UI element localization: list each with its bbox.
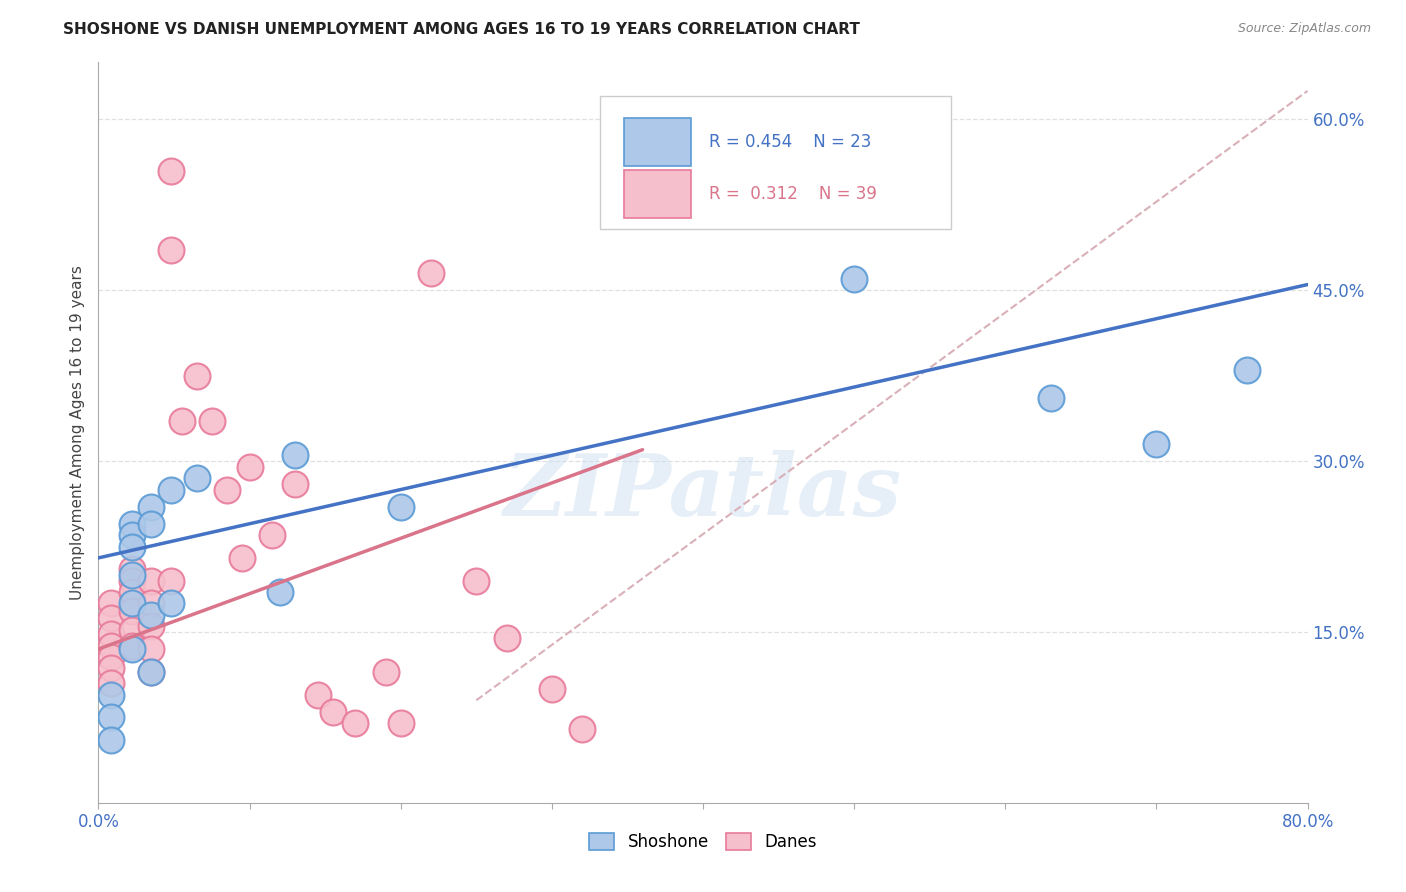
Point	[121, 604, 143, 618]
Point	[1039, 392, 1062, 406]
Bar	[624, 118, 690, 166]
Point	[374, 665, 396, 679]
Text: ZIPatlas: ZIPatlas	[503, 450, 903, 533]
Legend: Shoshone, Danes: Shoshone, Danes	[583, 826, 823, 857]
Point	[495, 631, 517, 645]
Point	[160, 244, 183, 258]
Point	[284, 449, 307, 463]
Point	[239, 459, 262, 474]
Point	[100, 650, 122, 665]
Point	[284, 476, 307, 491]
Point	[100, 733, 122, 747]
Point	[100, 688, 122, 702]
Point	[201, 414, 224, 428]
Text: SHOSHONE VS DANISH UNEMPLOYMENT AMONG AGES 16 TO 19 YEARS CORRELATION CHART: SHOSHONE VS DANISH UNEMPLOYMENT AMONG AG…	[63, 22, 860, 37]
Point	[160, 483, 183, 497]
FancyBboxPatch shape	[600, 95, 950, 229]
Point	[571, 722, 593, 736]
Point	[141, 516, 163, 531]
Point	[141, 642, 163, 657]
Point	[465, 574, 488, 588]
Point	[141, 597, 163, 611]
Point	[540, 681, 562, 696]
Point	[121, 623, 143, 637]
Point	[121, 540, 143, 554]
Point	[160, 163, 183, 178]
Point	[121, 516, 143, 531]
Point	[121, 574, 143, 588]
Point	[121, 642, 143, 657]
Point	[269, 585, 291, 599]
Point	[121, 528, 143, 542]
Text: R = 0.454    N = 23: R = 0.454 N = 23	[709, 134, 872, 152]
Point	[160, 597, 183, 611]
Point	[322, 705, 344, 719]
Point	[186, 471, 208, 485]
Point	[262, 528, 284, 542]
Point	[100, 676, 122, 690]
Text: R =  0.312    N = 39: R = 0.312 N = 39	[709, 186, 877, 203]
Point	[307, 688, 329, 702]
Y-axis label: Unemployment Among Ages 16 to 19 years: Unemployment Among Ages 16 to 19 years	[69, 265, 84, 600]
Point	[121, 639, 143, 653]
Point	[100, 639, 122, 653]
Point	[160, 574, 183, 588]
Point	[100, 597, 122, 611]
Bar	[624, 169, 690, 218]
Point	[420, 266, 443, 280]
Point	[231, 550, 253, 565]
Point	[141, 619, 163, 633]
Point	[215, 483, 238, 497]
Text: Source: ZipAtlas.com: Source: ZipAtlas.com	[1237, 22, 1371, 36]
Point	[121, 562, 143, 576]
Point	[121, 597, 143, 611]
Point	[344, 716, 367, 731]
Point	[121, 568, 143, 582]
Point	[100, 611, 122, 625]
Point	[121, 585, 143, 599]
Point	[389, 716, 412, 731]
Point	[100, 661, 122, 675]
Point	[100, 710, 122, 724]
Point	[100, 627, 122, 641]
Point	[141, 665, 163, 679]
Point	[141, 665, 163, 679]
Point	[141, 607, 163, 622]
Point	[141, 574, 163, 588]
Point	[1236, 363, 1258, 377]
Point	[141, 500, 163, 514]
Point	[1144, 437, 1167, 451]
Point	[844, 272, 866, 286]
Point	[389, 500, 412, 514]
Point	[186, 368, 208, 383]
Point	[170, 414, 193, 428]
